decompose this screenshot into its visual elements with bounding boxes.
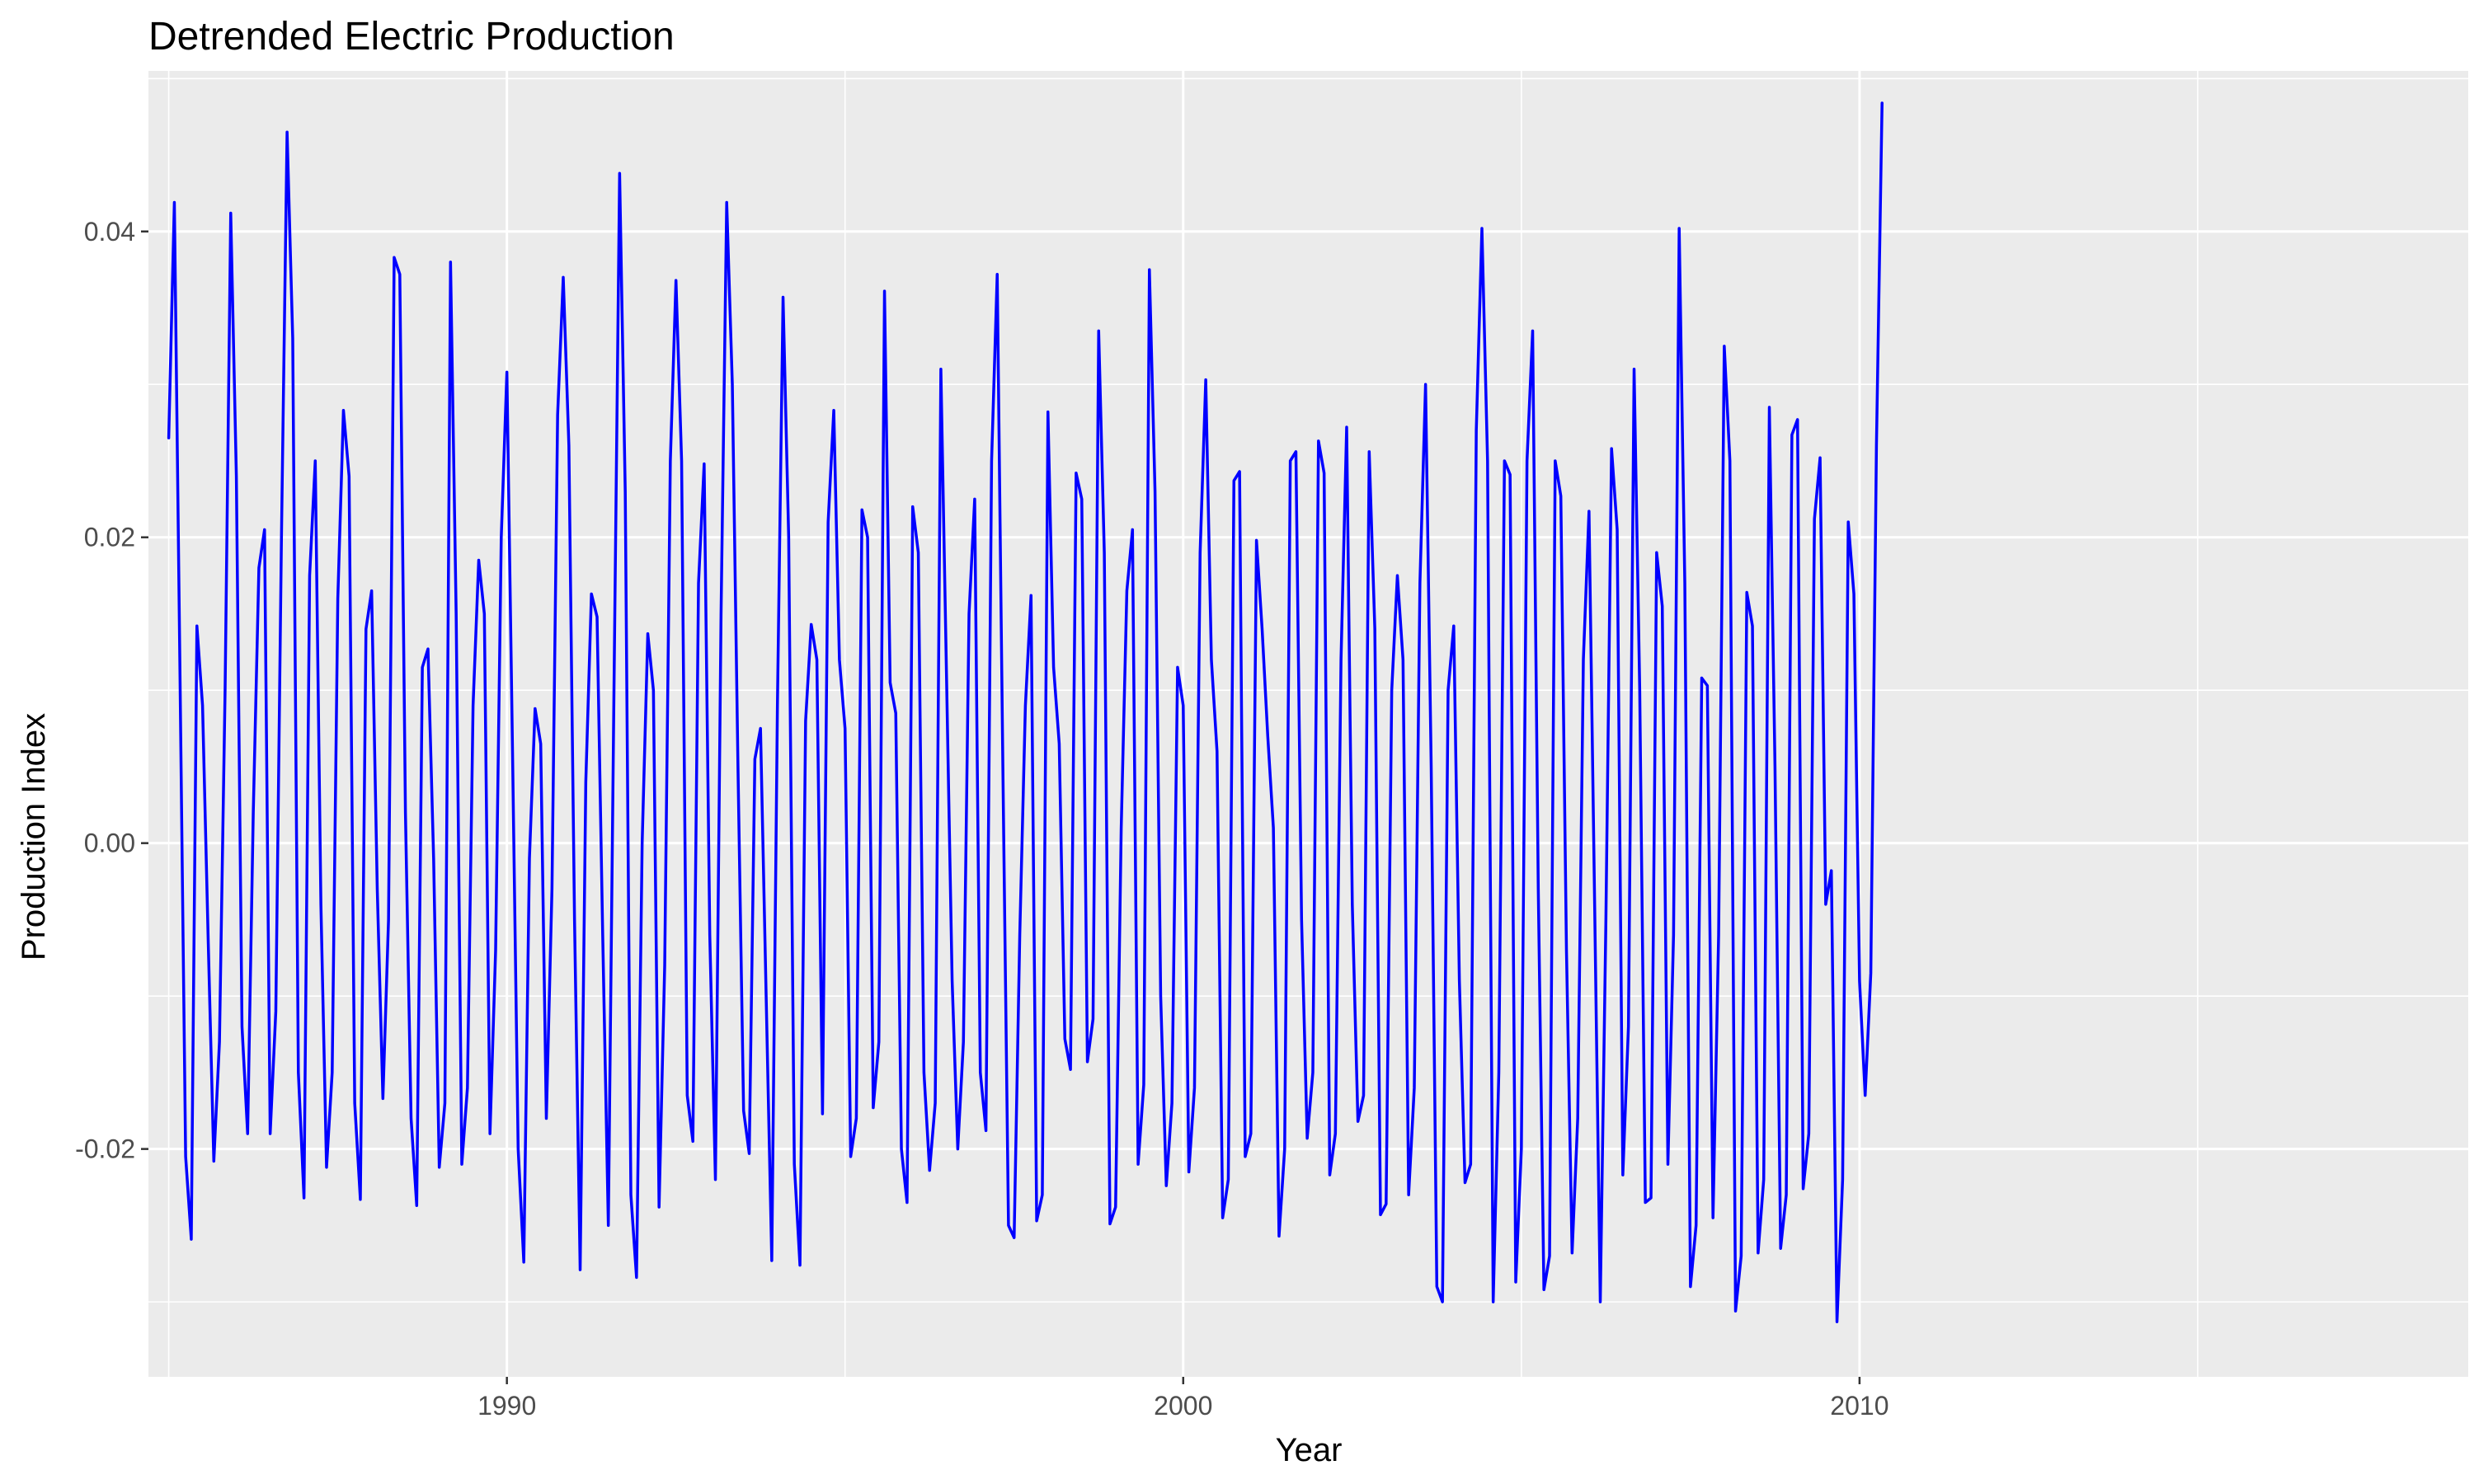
y-tick-label: 0.04 [84, 217, 135, 247]
minor-gridlines [148, 71, 2468, 1377]
x-tick-label: 2010 [1830, 1391, 1888, 1421]
x-axis-ticks: 1990 2000 2010 [477, 1377, 1888, 1421]
y-axis-title: Production Index [16, 713, 52, 960]
y-tick-label: 0.02 [84, 523, 135, 552]
x-tick-label: 1990 [477, 1391, 536, 1421]
y-tick-label: -0.02 [75, 1134, 135, 1164]
plot-panel [148, 71, 2468, 1377]
x-axis-title: Year [1276, 1432, 1343, 1468]
series-line [167, 101, 1884, 1323]
y-tick-label: 0.00 [84, 829, 135, 858]
x-tick-label: 2000 [1154, 1391, 1212, 1421]
chart-title: Detrended Electric Production [148, 15, 675, 59]
major-gridlines [148, 71, 2468, 1377]
y-axis-ticks: -0.02 0.00 0.02 0.04 [75, 217, 148, 1164]
